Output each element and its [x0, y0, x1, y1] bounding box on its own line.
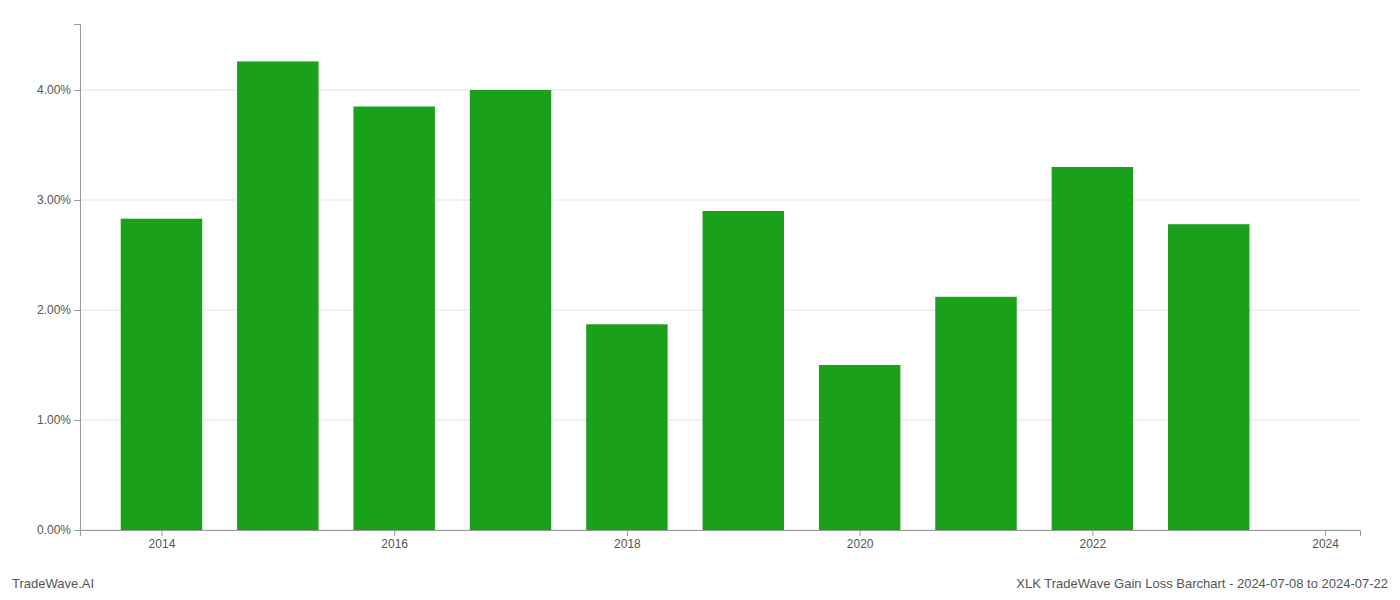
tick-mark	[74, 530, 80, 531]
tick-label: 3.00%	[37, 193, 71, 207]
tick: 2020	[847, 530, 874, 551]
bar	[121, 219, 202, 530]
bar	[819, 365, 900, 530]
bar	[586, 324, 667, 530]
y-axis: 0.00% 1.00% 2.00% 3.00% 4.00%	[37, 25, 81, 538]
bar	[935, 297, 1016, 530]
tick: 2016	[381, 530, 408, 551]
tick: 2022	[1080, 530, 1107, 551]
tick-label: 2018	[614, 537, 641, 551]
tick: 2024	[1312, 530, 1339, 551]
bar	[353, 107, 434, 531]
tick: 0.00%	[37, 523, 80, 537]
bar	[1052, 167, 1133, 530]
tick-label: 1.00%	[37, 413, 71, 427]
bar	[237, 61, 318, 530]
tick: 1.00%	[37, 413, 80, 427]
tick-mark	[394, 530, 395, 536]
tick-label: 2016	[381, 537, 408, 551]
tick: 4.00%	[37, 83, 80, 97]
tick-label: 2024	[1312, 537, 1339, 551]
tick-mark	[161, 530, 162, 536]
annotation: XLK TradeWave Gain Loss Barchart - 2024-…	[1016, 576, 1388, 591]
tick: 2.00%	[37, 303, 80, 317]
x-axis: 2014 2016 2018 2020 2022 2024	[81, 530, 1361, 551]
tick-mark	[860, 530, 861, 536]
tick-mark	[74, 90, 80, 91]
tick-mark	[1092, 530, 1093, 536]
tick-mark	[627, 530, 628, 536]
tick-label: 4.00%	[37, 83, 71, 97]
tick: 3.00%	[37, 193, 80, 207]
chart: 2014 2016 2018 2020 2022 2024 0.00% 1.00% 2.00% 3…	[0, 0, 1400, 600]
tick-mark	[74, 420, 80, 421]
bar	[1168, 224, 1249, 530]
bar	[703, 211, 784, 530]
tick-label: 2.00%	[37, 303, 71, 317]
tick-label: 2020	[847, 537, 874, 551]
axis-line	[74, 25, 81, 531]
tick-label: 2022	[1080, 537, 1107, 551]
axis-line	[81, 531, 1361, 537]
tick-mark	[74, 200, 80, 201]
tick-label: 2014	[149, 537, 176, 551]
footer: TradeWave.AI XLK TradeWave Gain Loss Barc…	[12, 576, 1388, 591]
tick-mark	[74, 310, 80, 311]
tick-mark	[1325, 530, 1326, 536]
tick-label: 0.00%	[37, 523, 71, 537]
bar	[470, 90, 551, 530]
tick: 2014	[149, 530, 176, 551]
annotation: TradeWave.AI	[12, 576, 94, 591]
tick: 2018	[614, 530, 641, 551]
bars	[121, 61, 1250, 530]
